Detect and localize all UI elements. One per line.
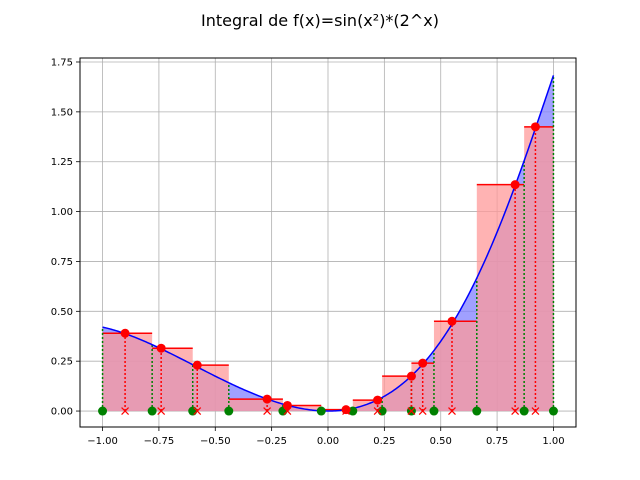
- sample-point: [418, 358, 428, 368]
- partition-marker: [224, 406, 234, 416]
- y-tick-label: 1.00: [51, 207, 73, 218]
- sample-point: [406, 371, 416, 381]
- riemann-rect: [411, 363, 434, 412]
- sample-point: [373, 395, 383, 405]
- sample-point: [447, 316, 457, 326]
- function-curve-group: [102, 75, 555, 412]
- riemann-rect: [102, 333, 153, 412]
- sample-x-marker: [373, 407, 382, 415]
- sample-x-marker: [263, 407, 272, 415]
- x-tick-label: −0.75: [144, 436, 175, 447]
- sample-x-marker: [407, 407, 416, 415]
- sample-x-marker: [193, 407, 202, 415]
- partition-marker: [548, 406, 558, 416]
- x-tick-label: 0.00: [317, 436, 339, 447]
- riemann-rect: [476, 184, 525, 412]
- sample-x-marker: [418, 407, 427, 415]
- x-tick-label: −0.25: [256, 436, 287, 447]
- y-tick-label: 0.75: [51, 257, 73, 268]
- sample-point: [341, 405, 351, 415]
- sample-point: [510, 180, 520, 190]
- axis-ticks: −1.00 −0.75 −0.50 −0.25 0.00 0.25 0.50 0.75 1.00…: [51, 57, 565, 447]
- riemann-rect: [352, 400, 383, 412]
- x-tick-label: −0.50: [200, 436, 231, 447]
- riemann-rect: [228, 399, 283, 412]
- sample-point: [282, 400, 292, 410]
- sample-point: [192, 360, 202, 370]
- riemann-rect: [152, 348, 193, 412]
- sample-point: [156, 343, 166, 353]
- partition-marker: [429, 406, 439, 416]
- y-tick-label: 0.25: [51, 357, 73, 368]
- x-tick-label: 0.50: [430, 436, 452, 447]
- y-tick-label: 0.00: [51, 407, 73, 418]
- x-tick-label: 0.25: [373, 436, 395, 447]
- partition-marker: [147, 406, 157, 416]
- partition-marker: [519, 406, 529, 416]
- sample-x-marker: [531, 407, 540, 415]
- y-tick-label: 1.50: [51, 107, 73, 118]
- markers: [98, 122, 558, 416]
- sample-x-marker: [121, 407, 130, 415]
- chart-title: Integral de f(x)=sin(x²)*(2^x): [201, 11, 439, 30]
- riemann-rect: [524, 126, 554, 412]
- partition-marker: [348, 406, 358, 416]
- riemann-rect: [192, 365, 229, 412]
- sample-point: [120, 328, 130, 338]
- partition-marker: [188, 406, 198, 416]
- x-tick-label: −1.00: [87, 436, 118, 447]
- partition-marker: [472, 406, 482, 416]
- partition-marker: [377, 406, 387, 416]
- sample-point: [530, 122, 540, 132]
- riemann-rect: [433, 321, 477, 412]
- y-tick-label: 1.25: [51, 157, 73, 168]
- sample-point: [262, 394, 272, 404]
- function-curve: [102, 75, 555, 412]
- x-tick-label: 0.75: [486, 436, 508, 447]
- sample-x-marker: [157, 407, 166, 415]
- riemann-rect: [382, 376, 412, 412]
- partition-marker: [316, 406, 326, 416]
- sample-x-marker: [448, 407, 456, 415]
- partition-marker: [98, 406, 108, 416]
- y-tick-label: 1.75: [51, 57, 73, 68]
- sample-x-marker: [511, 407, 520, 415]
- y-tick-label: 0.50: [51, 307, 73, 318]
- x-tick-label: 1.00: [542, 436, 564, 447]
